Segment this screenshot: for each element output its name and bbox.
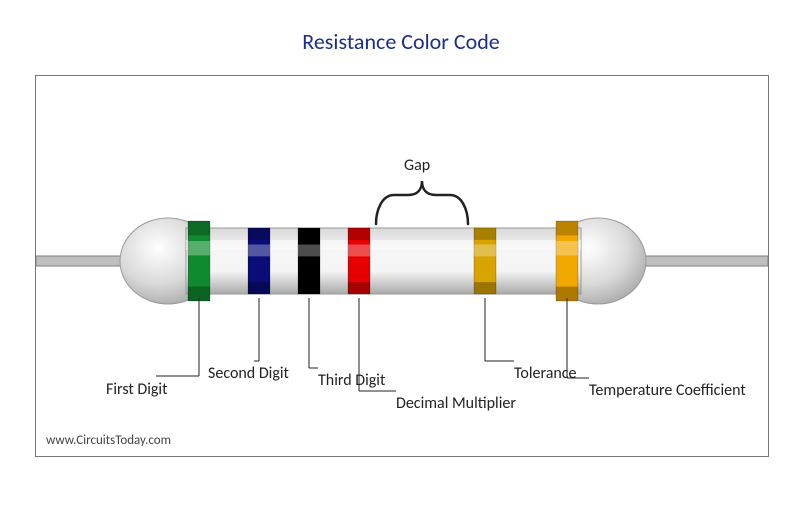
- attribution: www.CircuitsToday.com: [46, 433, 171, 448]
- label-first-digit: First Digit: [106, 380, 167, 399]
- wire-right: [626, 256, 768, 266]
- page-title: Resistance Color Code: [0, 28, 802, 55]
- gap-bracket: [376, 181, 468, 224]
- body-highlight: [186, 240, 581, 250]
- gap-bracket-path: [376, 181, 468, 224]
- gap-label: Gap: [404, 156, 430, 175]
- resistor-body: [186, 228, 581, 294]
- label-tolerance: Tolerance: [514, 364, 577, 383]
- label-third-digit: Third Digit: [318, 371, 385, 390]
- label-decimal-multiplier: Decimal Multiplier: [396, 394, 516, 413]
- diagram-frame: First Digit Second Digit Third Digit Decima…: [35, 75, 769, 457]
- label-temperature-coefficient: Temperature Coefficient: [589, 381, 746, 400]
- title-text: Resistance Color Code: [302, 28, 499, 55]
- label-second-digit: Second Digit: [208, 364, 289, 383]
